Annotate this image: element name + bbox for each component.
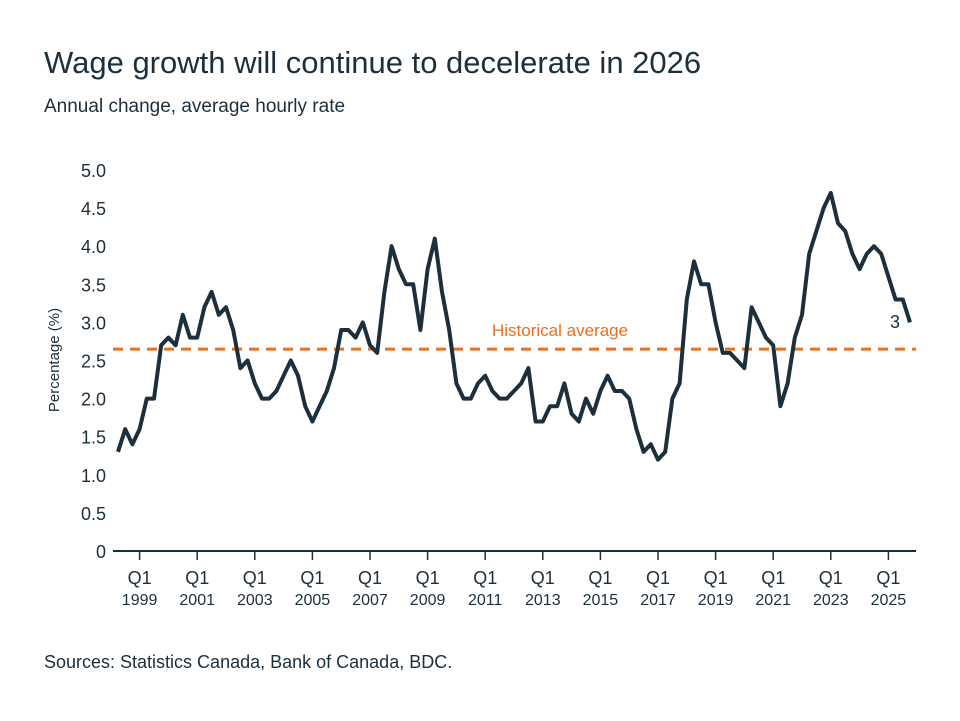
x-tick-year: 2019 bbox=[698, 592, 734, 609]
x-tick-quarter: Q1 bbox=[646, 568, 670, 588]
x-tick-year: 2021 bbox=[755, 592, 791, 609]
x-tick-quarter: Q1 bbox=[819, 568, 843, 588]
x-tick-quarter: Q1 bbox=[358, 568, 382, 588]
x-tick-year: 2025 bbox=[871, 592, 907, 609]
x-tick-quarter: Q1 bbox=[243, 568, 267, 588]
y-tick-label: 0 bbox=[96, 542, 106, 562]
x-tick-year: 2017 bbox=[640, 592, 676, 609]
historical-average-label: Historical average bbox=[492, 321, 628, 340]
end-value-label: 3 bbox=[890, 312, 900, 332]
x-tick-quarter: Q1 bbox=[761, 568, 785, 588]
x-tick-year: 2023 bbox=[813, 592, 849, 609]
x-tick-quarter: Q1 bbox=[473, 568, 497, 588]
chart-title: Wage growth will continue to decelerate … bbox=[44, 45, 701, 80]
y-tick-label: 4.0 bbox=[81, 237, 106, 257]
y-tick-label: 2.0 bbox=[81, 390, 106, 410]
y-axis-label: Percentage (%) bbox=[46, 308, 63, 412]
x-tick-year: 1999 bbox=[122, 592, 158, 609]
y-tick-label: 4.5 bbox=[81, 199, 106, 219]
source-note: Sources: Statistics Canada, Bank of Cana… bbox=[44, 652, 452, 672]
x-tick-quarter: Q1 bbox=[185, 568, 209, 588]
x-tick-quarter: Q1 bbox=[704, 568, 728, 588]
y-tick-label: 1.5 bbox=[81, 428, 106, 448]
y-tick-label: 0.5 bbox=[81, 504, 106, 524]
y-tick-label: 3.5 bbox=[81, 275, 106, 295]
x-tick-quarter: Q1 bbox=[128, 568, 152, 588]
x-tick-year: 2003 bbox=[237, 592, 273, 609]
x-tick-year: 2007 bbox=[352, 592, 388, 609]
x-tick-quarter: Q1 bbox=[531, 568, 555, 588]
y-tick-label: 2.5 bbox=[81, 352, 106, 372]
x-tick-year: 2005 bbox=[295, 592, 331, 609]
x-tick-year: 2009 bbox=[410, 592, 446, 609]
x-tick-year: 2013 bbox=[525, 592, 561, 609]
x-tick-quarter: Q1 bbox=[416, 568, 440, 588]
y-tick-label: 1.0 bbox=[81, 466, 106, 486]
x-tick-quarter: Q1 bbox=[876, 568, 900, 588]
y-tick-label: 5.0 bbox=[81, 161, 106, 181]
x-tick-year: 2011 bbox=[468, 592, 503, 609]
x-tick-year: 2001 bbox=[179, 592, 215, 609]
series-line bbox=[116, 190, 912, 462]
x-tick-quarter: Q1 bbox=[300, 568, 324, 588]
chart-subtitle: Annual change, average hourly rate bbox=[44, 96, 345, 117]
x-tick-quarter: Q1 bbox=[588, 568, 612, 588]
y-tick-label: 3.0 bbox=[81, 313, 106, 333]
x-tick-year: 2015 bbox=[583, 592, 619, 609]
